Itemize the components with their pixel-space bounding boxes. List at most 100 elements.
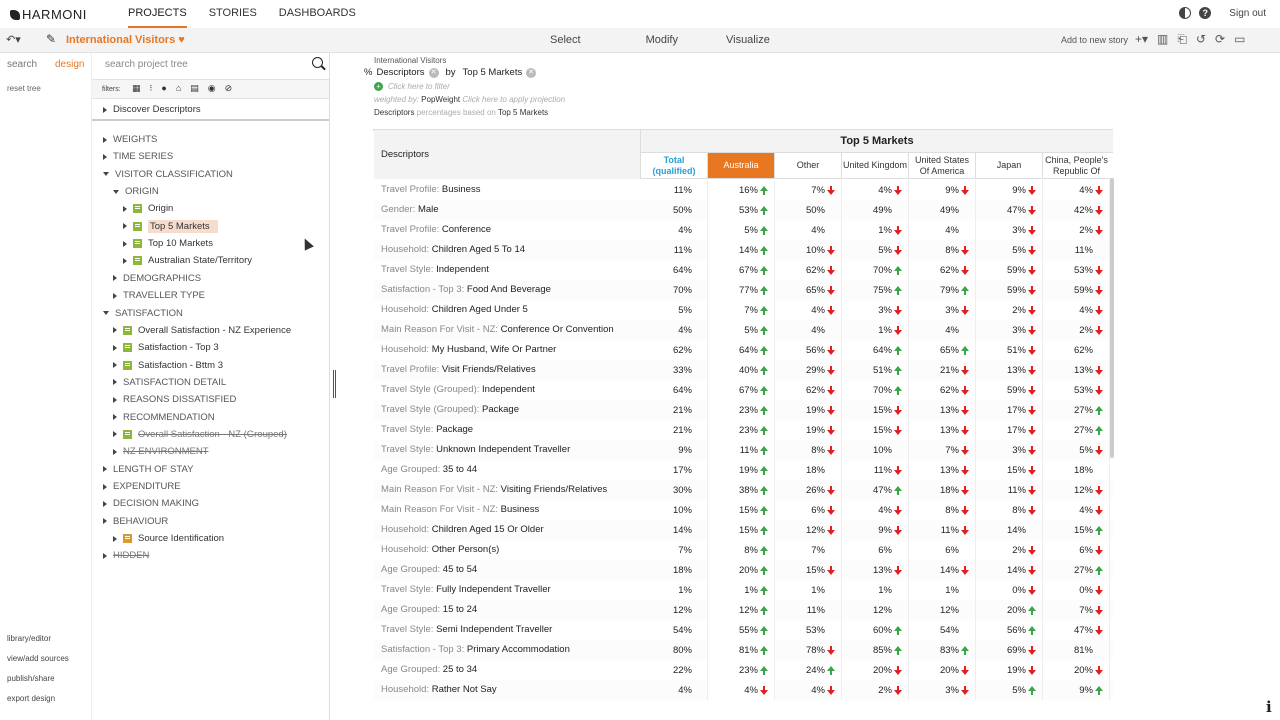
col-china-header[interactable]: China, People's Republic Of [1045,154,1108,176]
table-row[interactable]: Household: My Husband, Wife Or Partner 62… [374,340,1113,360]
table-cell[interactable]: 53% [1043,260,1110,280]
col-other-header[interactable]: Other [775,153,842,178]
table-cell[interactable]: 50% [641,200,708,220]
table-row[interactable]: Travel Style: Semi Independent Traveller… [374,620,1113,640]
info-icon[interactable]: i [1266,698,1272,716]
table-cell[interactable]: 69% [976,640,1043,660]
tree-item[interactable]: Overall Satisfaction - NZ (Grouped) [113,426,287,443]
table-cell[interactable]: 64% [641,260,708,280]
table-cell[interactable]: 1% [641,580,708,600]
table-cell[interactable]: 21% [909,360,976,380]
eye-filter-icon[interactable]: ◉ [207,83,216,93]
undo-icon[interactable]: ↺ [1195,32,1207,46]
table-cell[interactable]: 53% [1043,380,1110,400]
history-dropdown[interactable]: ↶▾ [6,34,21,46]
tree-item[interactable]: Source Identification [113,530,224,547]
table-cell[interactable]: 12% [641,600,708,620]
expand-arrow-icon[interactable] [103,153,107,160]
tree-item[interactable]: Australian State/Territory [123,252,252,269]
tag-filter-icon[interactable]: ⌂ [175,83,182,93]
table-cell[interactable]: 23% [708,660,775,680]
hidden-filter-icon[interactable]: ⊘ [224,83,233,93]
table-cell[interactable]: 27% [1043,560,1110,580]
sign-out-link[interactable]: Sign out [1229,7,1266,19]
project-title[interactable]: International Visitors ♥ [66,34,185,46]
table-cell[interactable]: 8% [775,440,842,460]
expand-arrow-icon[interactable] [113,379,117,386]
col-usa-header[interactable]: United States Of America [909,153,976,178]
table-cell[interactable]: 67% [708,380,775,400]
table-row[interactable]: Travel Style: Fully Independent Travelle… [374,580,1113,600]
panel-splitter-handle[interactable] [333,370,336,398]
nav-stories[interactable]: STORIES [208,7,257,19]
table-cell[interactable]: 6% [775,500,842,520]
table-cell[interactable]: 7% [1043,600,1110,620]
expand-arrow-icon[interactable] [123,205,127,212]
table-row[interactable]: Travel Style: Unknown Independent Travel… [374,440,1113,460]
table-cell[interactable]: 9% [1043,680,1110,700]
tree-item[interactable]: LENGTH OF STAY [103,461,193,478]
table-row[interactable]: Age Grouped: 45 to 54 18% 20% 15% 13% 14% 14% 2… [374,560,1113,580]
table-cell[interactable]: 5% [1043,440,1110,460]
table-cell[interactable]: 13% [909,420,976,440]
expand-arrow-icon[interactable] [113,535,117,542]
tree-item[interactable]: HIDDEN [103,547,149,564]
remove-column-variable-icon[interactable]: ✕ [526,67,537,78]
table-cell[interactable]: 55% [708,620,775,640]
table-cell[interactable]: 9% [641,440,708,460]
table-cell[interactable]: 62% [641,340,708,360]
table-cell[interactable]: 79% [909,280,976,300]
table-cell[interactable]: 12% [842,600,909,620]
table-cell[interactable]: 4% [1043,500,1110,520]
table-cell[interactable]: 13% [909,400,976,420]
tree-item[interactable]: NZ ENVIRONMENT [113,443,209,460]
row-variable[interactable]: Descriptors [376,67,425,78]
expand-arrow-icon[interactable] [113,431,117,438]
add-to-new-story-button[interactable]: Add to new story [1061,35,1129,45]
filter-hint[interactable]: + Click here to filter [374,82,450,91]
table-cell[interactable]: 62% [775,380,842,400]
help-icon[interactable]: ? [1199,7,1212,19]
table-cell[interactable]: 19% [708,460,775,480]
table-cell[interactable]: 6% [1043,540,1110,560]
table-cell[interactable]: 14% [976,560,1043,580]
table-cell[interactable]: 47% [1043,620,1110,640]
table-cell[interactable]: 13% [976,360,1043,380]
table-cell[interactable]: 7% [708,300,775,320]
table-row[interactable]: Travel Profile: Conference 4% 5% 4% 1% 4% 3% 2% [374,220,1113,240]
pin-filter-icon[interactable]: ● [161,83,167,93]
expand-arrow-icon[interactable] [113,327,117,334]
table-cell[interactable]: 49% [909,200,976,220]
expand-arrow-icon[interactable] [113,414,117,421]
table-cell[interactable]: 3% [976,220,1043,240]
table-cell[interactable]: 40% [708,360,775,380]
table-cell[interactable]: 8% [708,540,775,560]
table-cell[interactable]: 50% [775,200,842,220]
table-cell[interactable]: 8% [976,500,1043,520]
view-add-sources-link[interactable]: view/add sources [7,654,69,663]
table-cell[interactable]: 27% [1043,400,1110,420]
table-cell[interactable]: 18% [1043,460,1110,480]
table-cell[interactable]: 53% [775,620,842,640]
collapse-arrow-icon[interactable] [103,172,109,177]
comment-icon[interactable]: ▭ [1234,32,1246,46]
table-cell[interactable]: 3% [909,300,976,320]
col-australia-header[interactable]: Australia [708,153,775,178]
table-cell[interactable]: 56% [775,340,842,360]
expand-arrow-icon[interactable] [123,223,127,230]
table-cell[interactable]: 17% [641,460,708,480]
nav-dashboards[interactable]: DASHBOARDS [278,7,356,19]
weight-variable[interactable]: PopWeight [421,95,461,104]
table-row[interactable]: Main Reason For Visit - NZ: Business 10% 1… [374,500,1113,520]
expand-arrow-icon[interactable] [123,257,127,264]
table-cell[interactable]: 51% [976,340,1043,360]
tree-item[interactable]: RECOMMENDATION [113,409,215,426]
table-cell[interactable]: 5% [641,300,708,320]
table-cell[interactable]: 14% [909,560,976,580]
tree-item[interactable]: Origin [123,200,173,217]
table-cell[interactable]: 20% [708,560,775,580]
edit-pencil-icon[interactable]: ✎ [46,32,57,46]
table-cell[interactable]: 78% [775,640,842,660]
table-cell[interactable]: 9% [909,180,976,200]
table-cell[interactable]: 5% [842,240,909,260]
